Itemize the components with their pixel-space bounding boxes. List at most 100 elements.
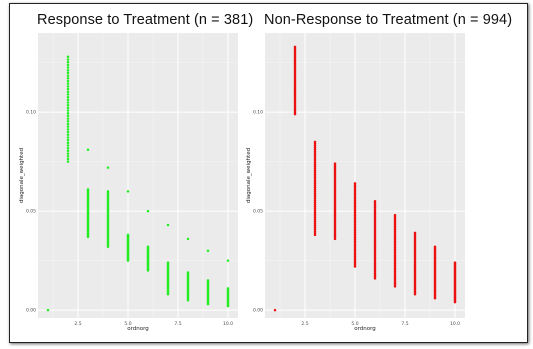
data-point xyxy=(206,249,210,252)
data-point xyxy=(66,55,70,58)
data-point xyxy=(313,220,317,223)
data-point xyxy=(313,148,317,151)
data-point xyxy=(66,120,70,123)
x-tick-label: 10.0 xyxy=(223,321,233,327)
data-point xyxy=(66,128,70,131)
y-tick-label: 0.05 xyxy=(26,209,36,215)
y-tick-label: 0.05 xyxy=(253,209,263,215)
data-point xyxy=(66,130,70,134)
data-point xyxy=(313,169,317,172)
data-point xyxy=(313,222,317,225)
data-point xyxy=(313,151,317,155)
data-point xyxy=(393,213,397,217)
data-point xyxy=(313,233,317,237)
data-point xyxy=(66,71,70,75)
x-tick-label: 10.0 xyxy=(450,321,460,327)
data-point xyxy=(66,60,70,64)
y-tick-label: 0.00 xyxy=(253,308,263,314)
data-point xyxy=(313,218,317,221)
y-axis-title: diagonale_weighted xyxy=(19,148,25,203)
data-point xyxy=(226,259,230,262)
data-point xyxy=(313,165,317,168)
data-point xyxy=(313,205,317,208)
plot-panel xyxy=(265,33,465,318)
data-point xyxy=(66,93,70,96)
data-point xyxy=(313,153,317,157)
chart-title-response: Response to Treatment (n = 381) xyxy=(37,12,254,28)
data-point xyxy=(313,210,317,214)
data-point xyxy=(313,231,317,235)
x-axis-title: ordnorg xyxy=(127,326,149,332)
data-point xyxy=(66,111,70,115)
data-point xyxy=(66,138,70,142)
data-point xyxy=(66,114,70,118)
data-point xyxy=(66,82,70,85)
data-point xyxy=(313,197,317,201)
data-point xyxy=(106,166,110,169)
data-point xyxy=(313,163,317,166)
data-point xyxy=(313,172,317,176)
data-point xyxy=(66,68,70,72)
data-point xyxy=(186,237,190,241)
data-point xyxy=(313,161,317,164)
data-point xyxy=(66,125,70,128)
data-point xyxy=(313,195,317,199)
data-point xyxy=(313,201,317,204)
data-point xyxy=(66,101,70,104)
data-point xyxy=(66,141,70,145)
data-point xyxy=(313,203,317,206)
data-point xyxy=(313,224,317,227)
scatter-plot-response: 2.5 5.0 7.5 10.0 0.00 0.05 0.10 ordnorg diagonal… xyxy=(19,33,238,332)
data-point xyxy=(313,144,317,147)
data-point xyxy=(66,87,70,91)
data-point xyxy=(313,174,317,178)
x-tick-label: 7.5 xyxy=(174,321,181,327)
data-point xyxy=(313,184,317,187)
data-point xyxy=(66,98,70,102)
data-point xyxy=(313,214,317,218)
data-point xyxy=(66,122,70,126)
data-point xyxy=(313,186,317,189)
data-point xyxy=(66,66,70,69)
data-point xyxy=(313,182,317,185)
data-point xyxy=(66,152,70,155)
data-point xyxy=(293,45,297,49)
data-point xyxy=(313,216,317,220)
data-point xyxy=(313,142,317,146)
data-point xyxy=(66,155,70,158)
x-tick-label: 2.5 xyxy=(74,321,81,327)
data-point xyxy=(166,223,170,227)
data-point xyxy=(66,95,70,99)
data-point xyxy=(373,199,377,203)
scatter-plot-non-response: 2.5 5.0 7.5 10.0 0.00 0.05 0.10 ordnorg diagonal… xyxy=(246,33,465,332)
data-point xyxy=(66,106,70,110)
data-point xyxy=(226,287,230,290)
data-point xyxy=(66,136,70,139)
data-point xyxy=(353,182,357,185)
x-tick-label: 5.0 xyxy=(124,321,131,327)
data-point xyxy=(313,227,317,231)
data-point xyxy=(313,189,317,193)
data-point xyxy=(66,103,70,107)
data-point xyxy=(66,117,70,120)
data-point xyxy=(106,190,110,193)
data-point xyxy=(46,308,50,312)
data-point xyxy=(66,58,70,61)
data-point xyxy=(313,208,317,212)
data-point xyxy=(66,74,70,77)
data-point xyxy=(453,261,457,264)
data-point xyxy=(66,63,70,67)
x-tick-label: 7.5 xyxy=(401,321,408,327)
data-point xyxy=(313,191,317,195)
data-point xyxy=(126,190,130,193)
data-point xyxy=(313,170,317,174)
data-point xyxy=(66,146,70,150)
data-point xyxy=(313,140,317,144)
data-point xyxy=(313,199,317,202)
data-point xyxy=(86,188,90,191)
data-point xyxy=(206,279,210,282)
data-point xyxy=(126,233,130,237)
plot-panel xyxy=(38,33,238,318)
data-point xyxy=(433,245,437,248)
data-point xyxy=(313,178,317,182)
